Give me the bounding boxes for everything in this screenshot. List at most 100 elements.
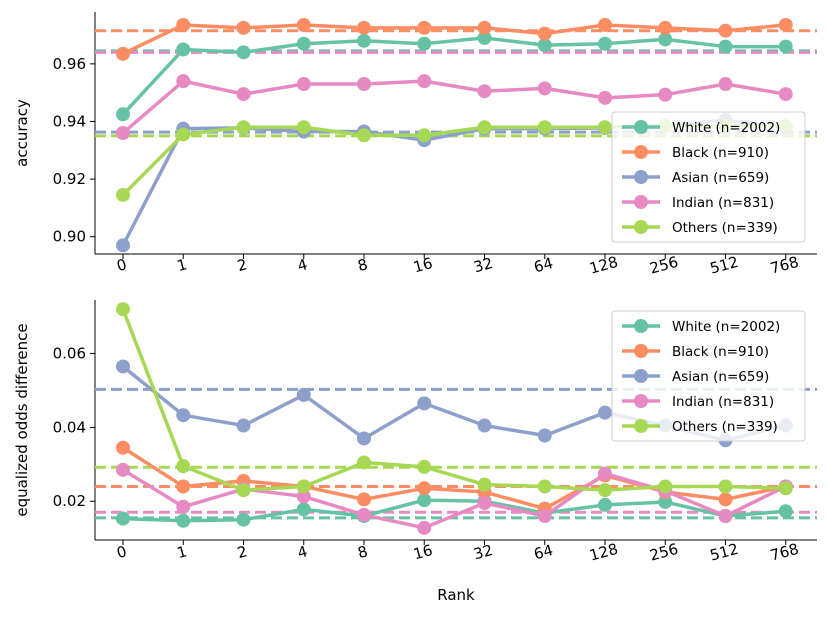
- x-tick-label: 4: [296, 255, 310, 275]
- others-point: [357, 128, 371, 143]
- black-point: [296, 17, 311, 32]
- legend: White (n=2002) Black (n=910) Asian (n=659)…: [611, 111, 806, 243]
- x-tick-label: 32: [472, 254, 495, 276]
- white-point: [116, 511, 130, 526]
- x-tick-label: 128: [588, 253, 620, 278]
- white-point: [778, 39, 793, 54]
- legend-label: Others (n=339): [672, 220, 778, 236]
- others-point: [598, 483, 612, 498]
- x-tick-label: 256: [648, 253, 680, 278]
- others-point: [477, 120, 492, 135]
- x-tick-label: 512: [708, 253, 740, 278]
- legend-swatch-marker: [634, 394, 648, 408]
- white-point: [296, 502, 311, 517]
- x-tick-label: 64: [532, 541, 555, 563]
- others-point: [537, 120, 552, 135]
- legend-label: Black (n=910): [672, 145, 769, 161]
- black-point: [417, 481, 432, 496]
- indian-point: [357, 77, 371, 92]
- indian-point: [417, 520, 432, 535]
- indian-point: [176, 499, 191, 514]
- others-point: [296, 479, 311, 494]
- x-tick-label: 16: [411, 254, 434, 276]
- legend-swatch-marker: [634, 195, 648, 209]
- others-point: [778, 481, 793, 496]
- black-point: [116, 440, 130, 455]
- legend-label: White (n=2002): [672, 120, 780, 136]
- legend-label: Black (n=910): [672, 344, 769, 360]
- x-tick-label: 0: [115, 542, 129, 562]
- black-point: [718, 492, 733, 507]
- asian-point: [176, 408, 191, 423]
- black-series-line: [122, 23, 786, 56]
- others-point: [537, 479, 552, 494]
- others-point: [598, 120, 612, 135]
- others-point: [176, 127, 191, 142]
- white-point: [176, 513, 191, 528]
- white-point: [236, 45, 251, 60]
- others-point: [417, 459, 432, 474]
- black-point: [477, 20, 492, 35]
- indian-point: [236, 87, 251, 102]
- legend-label: Asian (n=659): [672, 369, 769, 385]
- asian-point: [116, 359, 130, 374]
- legend-swatch-marker: [634, 419, 648, 433]
- y-tick-label: 0.90: [53, 228, 86, 246]
- indian-point: [417, 74, 432, 89]
- y-tick-label: 0.94: [53, 112, 86, 130]
- white-point: [236, 512, 251, 527]
- legend-swatch-marker: [634, 369, 648, 383]
- black-point: [718, 23, 733, 38]
- asian-point: [477, 418, 492, 433]
- x-tick-label: 128: [588, 540, 620, 565]
- legend-label: Others (n=339): [672, 419, 778, 435]
- others-point: [116, 187, 130, 202]
- black-point: [176, 479, 191, 494]
- x-tick-label: 0: [115, 255, 129, 275]
- asian-point: [417, 396, 432, 411]
- indian-point: [116, 462, 130, 477]
- white-point: [658, 32, 673, 47]
- asian-point: [116, 238, 130, 253]
- x-tick-label: 2: [235, 542, 249, 562]
- white-point: [417, 36, 432, 51]
- x-tick-label: 256: [648, 540, 680, 565]
- others-series-line: [121, 308, 786, 492]
- x-tick-label: 32: [472, 541, 495, 563]
- others-point: [658, 479, 673, 494]
- indian-point: [477, 496, 492, 511]
- white-point: [537, 38, 552, 53]
- asian-point: [598, 405, 612, 420]
- white-point: [296, 36, 311, 51]
- white-point: [778, 504, 793, 519]
- x-tick-label: 8: [356, 255, 370, 275]
- legend-swatch-marker: [634, 120, 648, 134]
- indian-point: [598, 466, 612, 481]
- asian-point: [236, 418, 251, 433]
- indian-point: [718, 509, 733, 523]
- white-point: [477, 30, 492, 45]
- black-point: [116, 46, 130, 61]
- black-point: [537, 26, 552, 41]
- equalized-odds-panel: 0.02 0.04 0.06 0 1 2 4 8 16 32 64 128 256 512 768 equal…: [13, 300, 817, 604]
- others-point: [417, 128, 432, 143]
- legend-label: Indian (n=831): [672, 394, 774, 410]
- others-point: [116, 302, 130, 317]
- white-point: [658, 494, 673, 509]
- legend-box: [611, 310, 806, 442]
- others-point: [236, 120, 251, 135]
- x-tick-label: 64: [532, 254, 555, 276]
- others-point: [718, 479, 733, 494]
- others-point: [296, 120, 311, 135]
- indian-point: [296, 77, 311, 92]
- x-tick-label: 768: [768, 253, 800, 278]
- x-tick-label: 768: [768, 540, 800, 565]
- indian-point: [718, 77, 733, 92]
- indian-point: [537, 81, 552, 96]
- legend-swatch-marker: [634, 319, 648, 333]
- indian-point: [296, 489, 311, 504]
- black-point: [176, 17, 191, 32]
- indian-series-line: [122, 468, 787, 530]
- asian-point: [357, 431, 371, 446]
